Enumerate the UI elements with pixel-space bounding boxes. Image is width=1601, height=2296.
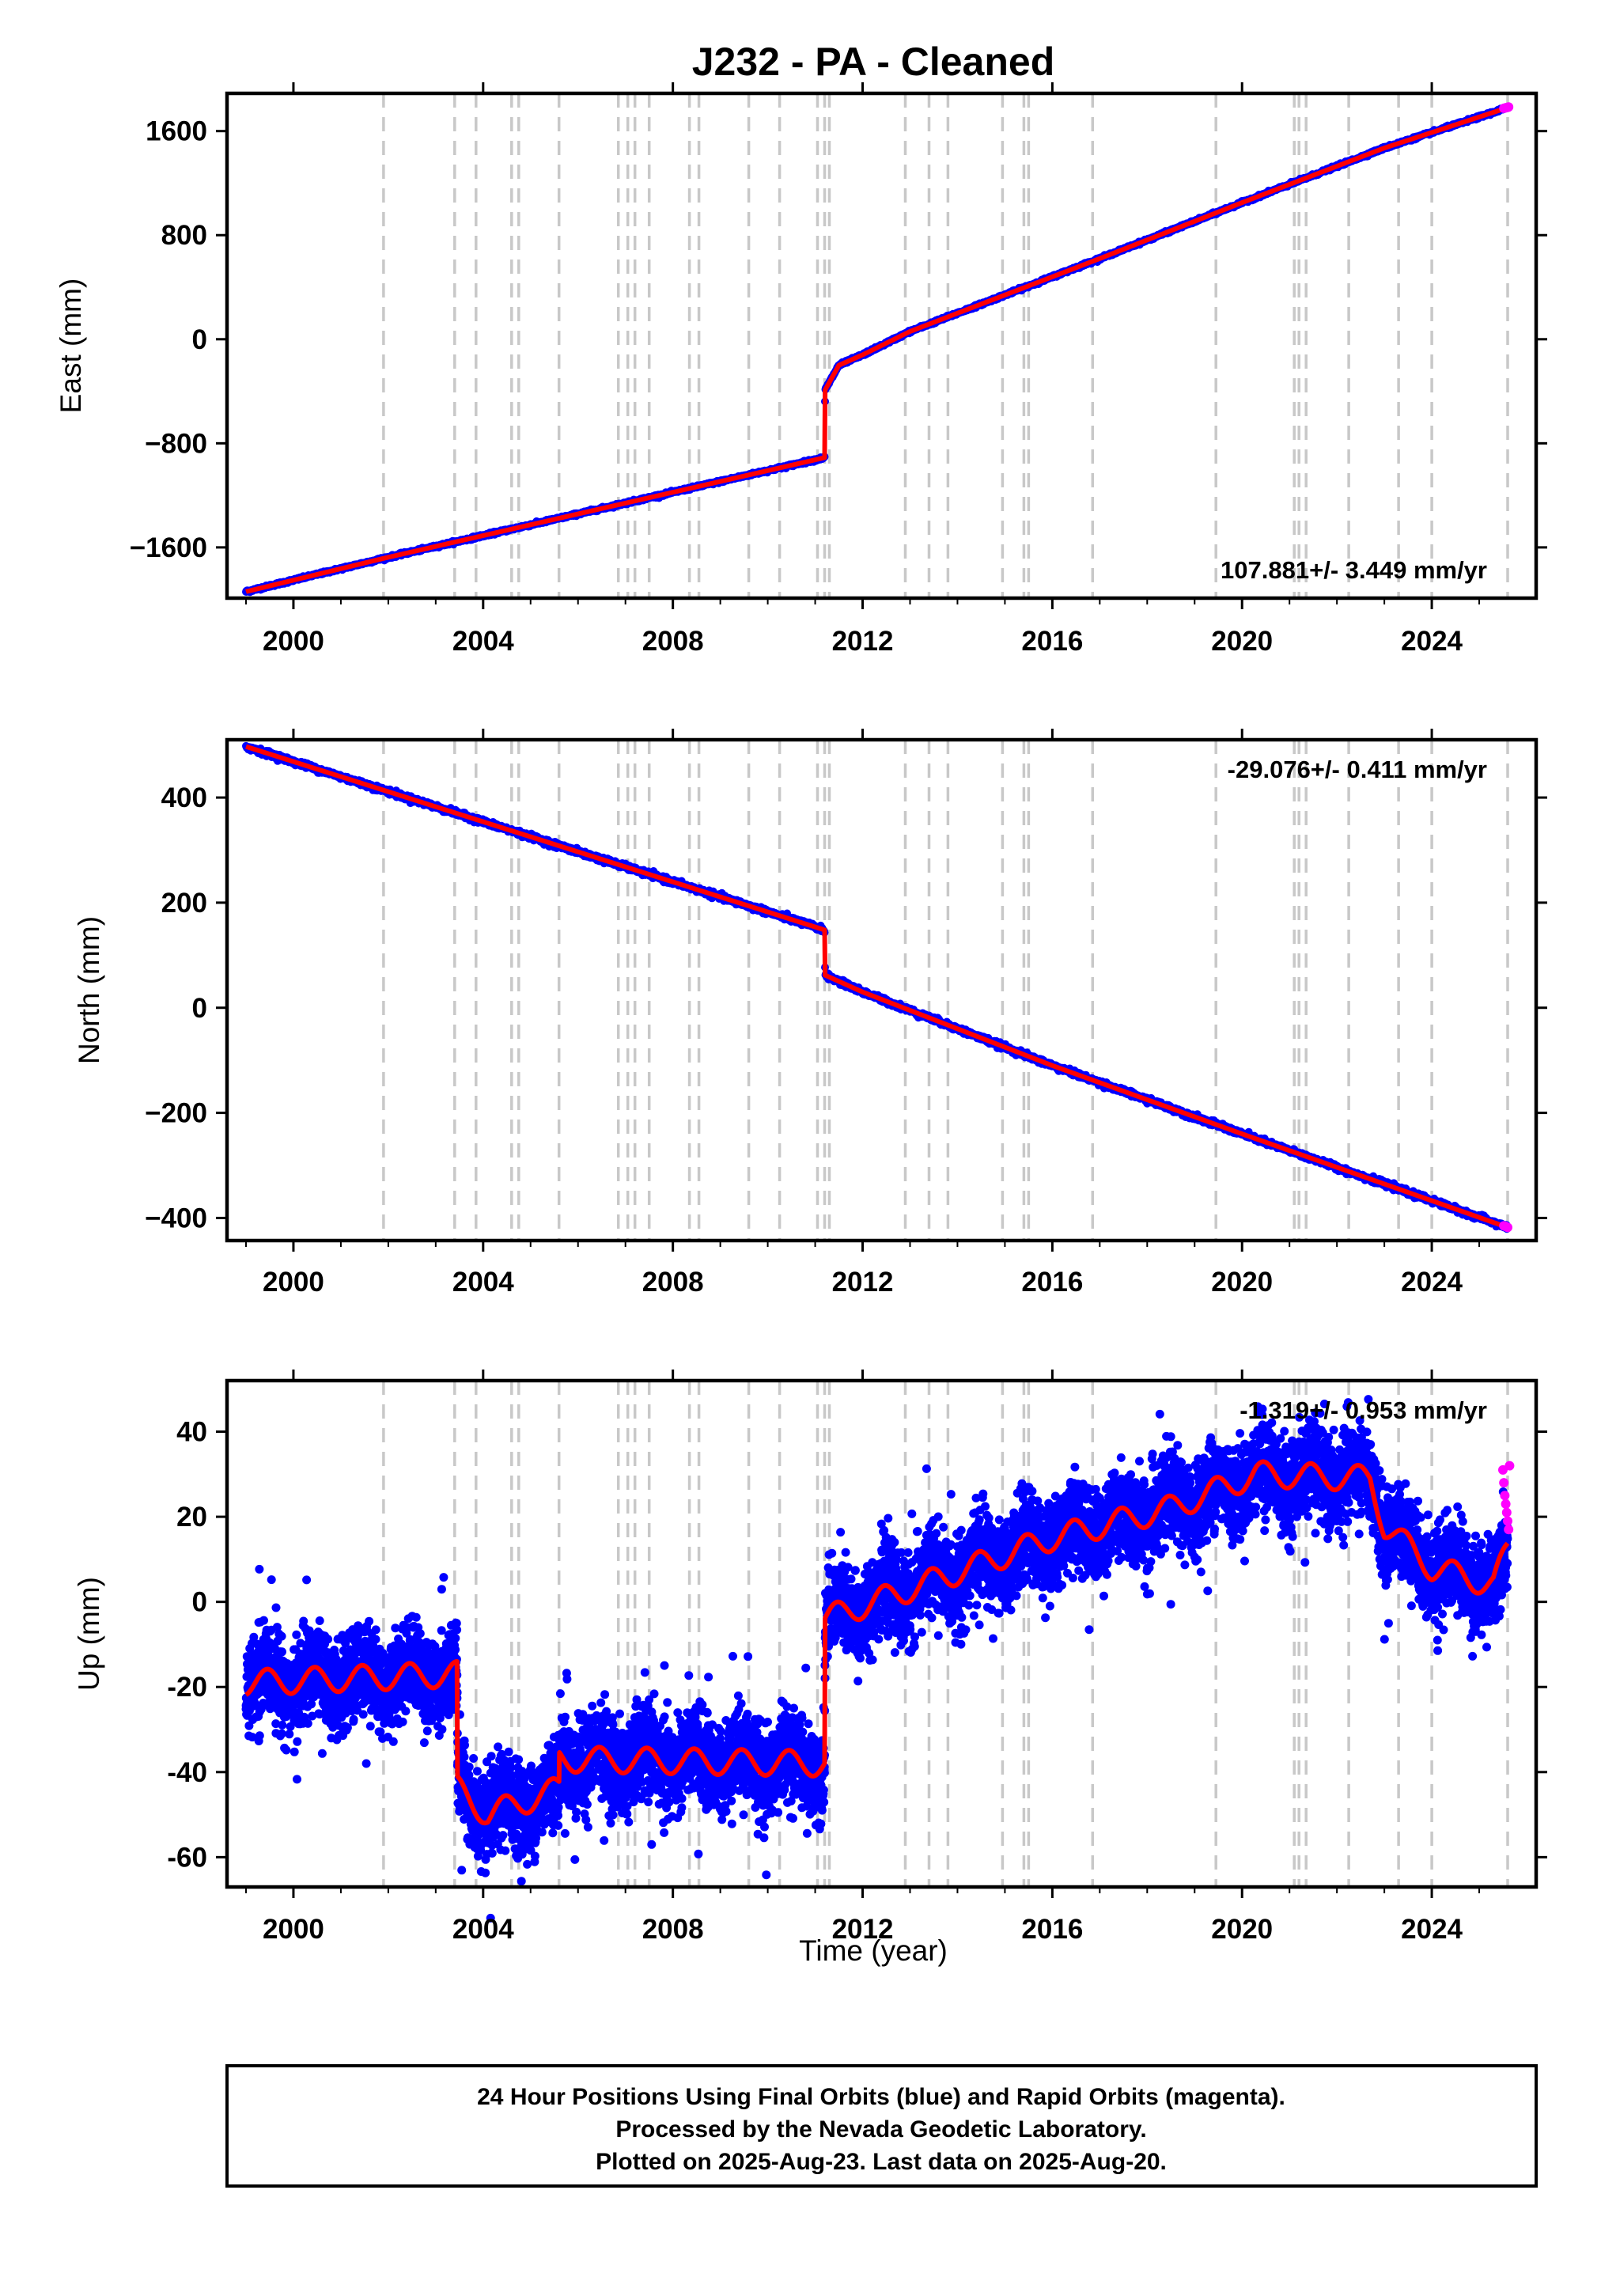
east-x-tick-label: 2008	[642, 626, 704, 657]
east-y-tick-label: 1600	[146, 116, 207, 147]
north-panel: 2000 2004 2008 2012 2016 2020 2024−400−2000200…	[73, 729, 1547, 1298]
east-y-tick-label: −1600	[130, 532, 207, 563]
east-y-tick-label: 0	[192, 324, 207, 355]
east-x-tick-label: 2016	[1021, 626, 1083, 657]
east-rate-label: 107.881+/- 3.449 mm/yr	[1221, 556, 1487, 584]
east-x-tick-label: 2004	[452, 626, 514, 657]
east-y-tick-label: −800	[145, 428, 207, 459]
east-y-tick-label: 800	[161, 220, 207, 251]
east-y-axis-label: East (mm)	[55, 278, 87, 414]
chart-title: J232 - PA - Cleaned	[692, 40, 1055, 84]
east-x-tick-label: 2024	[1401, 626, 1463, 657]
east-model-line	[244, 105, 1510, 594]
east-rapid-point	[1504, 102, 1514, 112]
east-panel: 2000 2004 2008 2012 2016 2020 2024 −1600 −800 0 80…	[55, 82, 1547, 657]
east-x-tick-label: 2012	[832, 626, 894, 657]
east-x-tick-label: 2000	[263, 626, 324, 657]
east-x-tick-label: 2020	[1211, 626, 1273, 657]
